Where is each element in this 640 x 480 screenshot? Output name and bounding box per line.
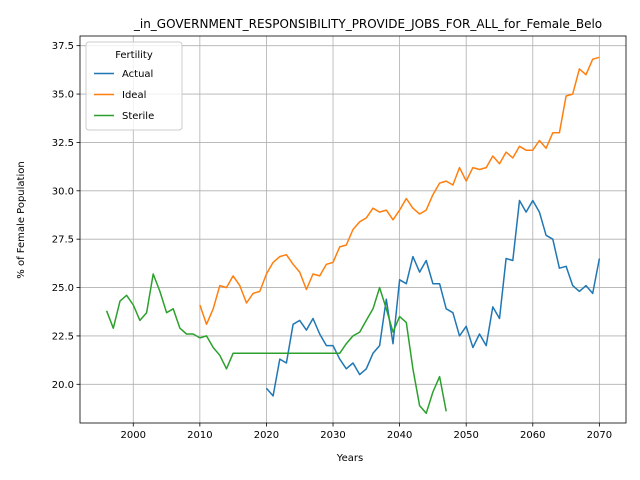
legend: Fertility Actual Ideal Sterile bbox=[85, 41, 183, 131]
y-tick-label: 35.0 bbox=[52, 90, 74, 101]
legend-label-actual: Actual bbox=[122, 69, 153, 80]
x-tick-label: 2070 bbox=[587, 430, 612, 441]
y-tick-label: 27.5 bbox=[52, 235, 74, 246]
series-lines bbox=[105, 56, 601, 415]
y-tick-label: 22.5 bbox=[52, 331, 74, 342]
x-axis-label: Years bbox=[336, 453, 363, 464]
legend-label-sterile: Sterile bbox=[122, 111, 154, 122]
x-tick-label: 2010 bbox=[187, 430, 212, 441]
x-tick-label: 2040 bbox=[387, 430, 412, 441]
legend-label-ideal: Ideal bbox=[122, 90, 146, 101]
series-line-ideal bbox=[199, 56, 600, 326]
y-tick-label: 37.5 bbox=[52, 41, 74, 52]
x-tick-label: 2000 bbox=[121, 430, 146, 441]
chart-title: _in_GOVERNMENT_RESPONSIBILITY_PROVIDE_JO… bbox=[133, 17, 602, 31]
y-tick-label: 20.0 bbox=[52, 380, 74, 391]
y-tick-label: 25.0 bbox=[52, 283, 74, 294]
y-axis-label: % of Female Population bbox=[16, 161, 27, 278]
x-tick-label: 2030 bbox=[320, 430, 345, 441]
series-line-actual bbox=[265, 199, 601, 397]
y-tick-label: 32.5 bbox=[52, 138, 74, 149]
x-axis-ticks: 2000 2010 2020 2030 2040 2050 2060 2070 bbox=[121, 423, 612, 441]
legend-box bbox=[85, 41, 183, 131]
series-line-sterile bbox=[105, 273, 447, 415]
x-tick-label: 2050 bbox=[453, 430, 478, 441]
plot-frame bbox=[79, 35, 627, 424]
legend-title: Fertility bbox=[115, 50, 153, 61]
y-axis-ticks: 20.0 22.5 25.0 27.5 30.0 32.5 35.0 37.5 bbox=[52, 41, 80, 391]
y-tick-label: 30.0 bbox=[52, 186, 74, 197]
x-tick-label: 2020 bbox=[254, 430, 279, 441]
x-tick-label: 2060 bbox=[520, 430, 545, 441]
